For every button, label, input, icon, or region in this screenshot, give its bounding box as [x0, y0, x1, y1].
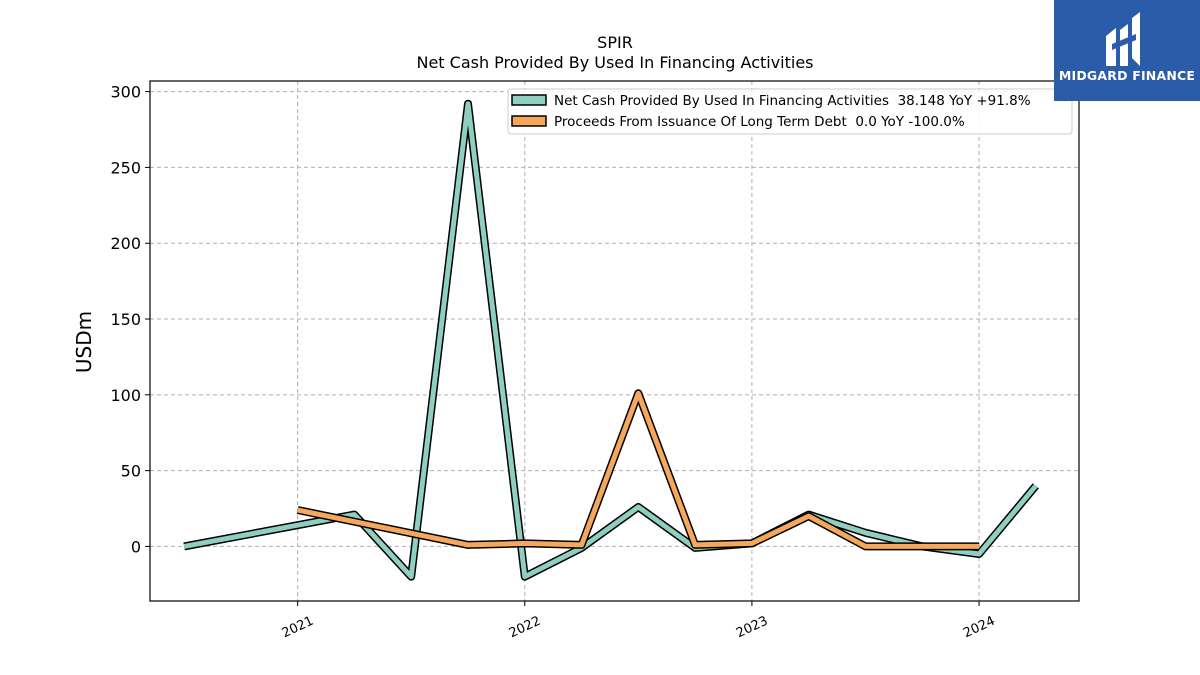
legend: Net Cash Provided By Used In Financing A…	[507, 88, 1073, 135]
x-tick-label: 2024	[961, 614, 997, 642]
series-line	[297, 390, 980, 549]
series-0	[183, 99, 1039, 581]
legend-label-proceeds: Proceeds From Issuance Of Long Term Debt…	[554, 114, 965, 130]
x-axis: 2021 2022 2023 2024	[280, 601, 997, 642]
y-tick-label: 100	[110, 386, 141, 405]
plot-frame	[149, 80, 1080, 602]
y-tick-label: 50	[121, 462, 141, 481]
series-lines	[183, 99, 1039, 581]
series-1	[296, 389, 980, 551]
y-tick-label: 300	[110, 83, 141, 102]
midgard-logo-icon	[1106, 12, 1140, 66]
y-tick-label: 150	[110, 310, 141, 329]
x-tick-label: 2021	[280, 614, 316, 642]
chart-title: SPIR	[597, 33, 633, 52]
y-tick-label: 200	[110, 234, 141, 253]
chart-subtitle: Net Cash Provided By Used In Financing A…	[416, 53, 813, 72]
series-line-outline	[183, 99, 1039, 581]
logo-text: MIDGARD FINANCE	[1058, 68, 1196, 83]
series-line	[183, 101, 1038, 580]
legend-label-net-cash: Net Cash Provided By Used In Financing A…	[554, 93, 1031, 109]
legend-box	[507, 88, 1073, 135]
x-tick-label: 2023	[734, 614, 770, 642]
legend-swatch-net-cash	[511, 94, 547, 106]
midgard-finance-logo: MIDGARD FINANCE	[1054, 0, 1200, 101]
y-axis: 0 50 100 150 200 250 300	[110, 83, 150, 556]
series-line-outline	[296, 389, 980, 551]
x-tick-label: 2022	[507, 614, 543, 642]
y-tick-label: 0	[131, 537, 141, 556]
legend-swatch-proceeds	[511, 115, 547, 127]
y-tick-label: 250	[110, 158, 141, 177]
y-axis-label: USDm	[72, 311, 96, 373]
